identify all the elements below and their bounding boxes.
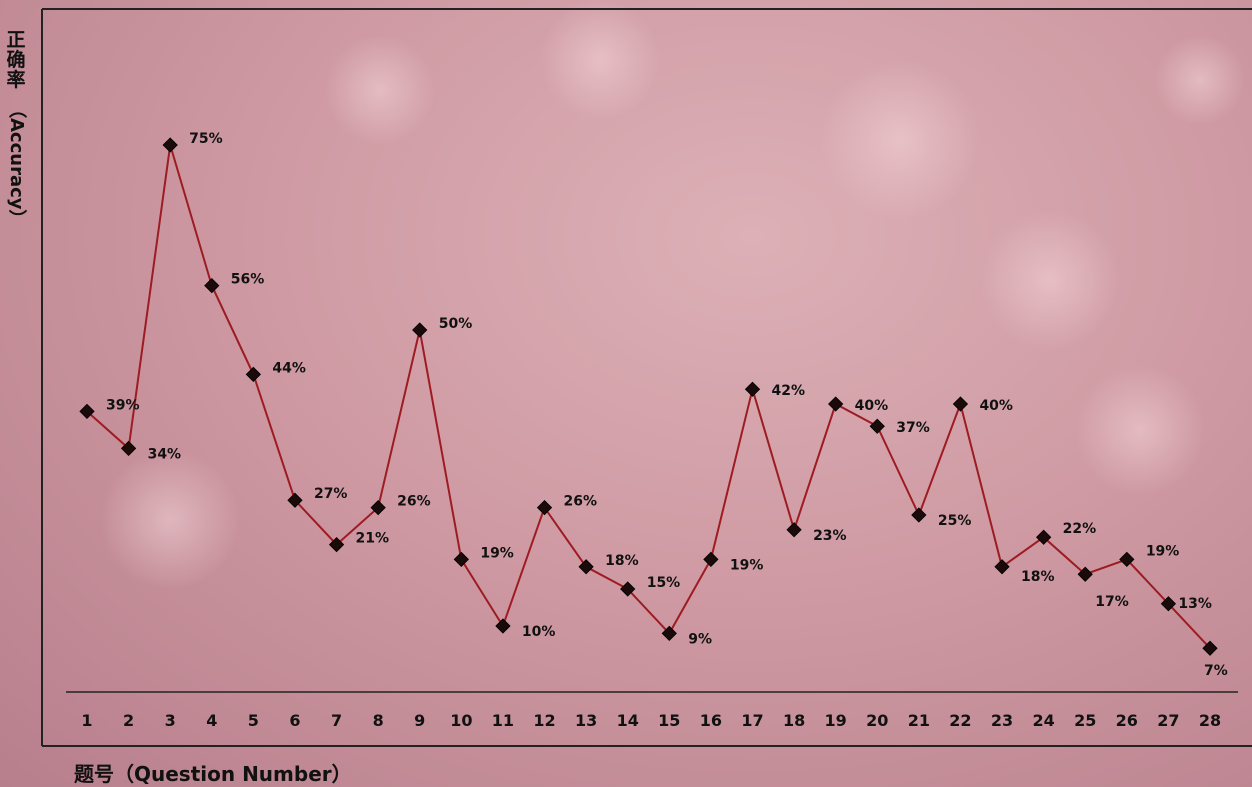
y-axis-char: 率 [6,69,26,91]
data-label: 75% [189,131,223,147]
data-label: 40% [855,398,889,414]
data-label: 19% [1146,543,1180,559]
data-label: 18% [605,553,639,569]
x-tick-label: 14 [617,711,639,730]
data-label: 13% [1178,596,1212,612]
y-axis-title-chinese: 正 确 率 [4,30,28,90]
x-tick-label: 1 [81,711,92,730]
x-tick-label: 20 [866,711,888,730]
data-label: 39% [106,397,140,413]
x-tick-label: 24 [1032,711,1054,730]
data-label: 7% [1204,663,1228,679]
data-point-marker [536,499,553,516]
data-label: 27% [314,486,348,502]
data-point-marker [79,403,95,420]
data-point-marker [952,396,969,412]
data-label: 50% [439,316,473,332]
series-line [86,144,1211,649]
data-point-marker [162,137,178,153]
data-label: 42% [771,383,805,399]
x-tick-label: 17 [741,711,763,730]
data-point-marker [786,522,802,538]
data-label: 25% [938,513,972,529]
series-layer: 39% 34% 75% 56% 44% 27% 21% 26% 50% 19% 10% 26% 18% 1… [79,131,1228,679]
data-point-marker [911,507,927,523]
data-point-marker [994,559,1010,575]
data-label: 56% [231,272,265,288]
x-tick-label: 21 [908,711,930,730]
y-axis-title-english: （Accuracy） [6,100,27,228]
data-label: 37% [896,420,930,436]
x-tick-label: 5 [248,711,259,730]
x-tick-label: 19 [825,711,847,730]
data-point-marker [495,618,511,634]
x-tick-label: 9 [414,711,425,730]
data-label: 21% [356,531,390,547]
data-point-marker [1119,551,1135,568]
data-label: 19% [730,557,764,573]
background-bokeh [100,0,1245,590]
x-tick-label: 4 [206,711,217,730]
data-label: 44% [272,360,306,376]
data-label: 9% [688,631,712,647]
data-point-marker [1160,596,1177,612]
x-tick-label: 7 [331,711,342,730]
x-tick-label: 8 [373,711,384,730]
data-label: 26% [564,494,598,510]
x-tick-label: 3 [165,711,176,730]
data-label: 23% [813,528,847,544]
data-point-marker [120,440,137,457]
data-point-marker [245,366,262,383]
data-point-marker [328,536,345,553]
x-tick-label: 6 [289,711,300,730]
data-point-marker [370,499,386,516]
x-tick-label: 25 [1074,711,1096,730]
chart-frame [41,8,1252,747]
data-label: 15% [647,575,681,591]
data-label: 40% [979,398,1013,414]
x-tick-label: 18 [783,711,805,730]
y-axis-char: 确 [6,49,26,71]
data-point-marker [828,396,844,412]
data-point-marker [620,581,636,597]
data-label: 17% [1095,594,1129,610]
data-point-marker [661,625,677,642]
x-tick-label: 12 [533,711,555,730]
data-label: 10% [522,624,556,640]
x-tick-label: 10 [450,711,472,730]
x-tick-label: 16 [700,711,722,730]
x-tick-label: 2 [123,711,134,730]
x-tick-label: 15 [658,711,680,730]
x-axis-title: 题号（Question Number） [74,762,352,786]
x-tick-label: 11 [492,711,514,730]
data-label: 34% [148,446,182,462]
x-tick-label: 26 [1116,711,1138,730]
x-tick-label: 13 [575,711,597,730]
data-point-marker [287,492,303,508]
data-label: 18% [1021,569,1055,585]
data-point-marker [578,559,594,575]
data-point-marker [453,551,469,568]
x-tick-labels: 1 2 3 4 5 6 7 8 9 10 11 12 13 14 15 16 17 18 19 20 21 22 23 24 2… [81,711,1221,730]
data-point-marker [1202,640,1218,656]
x-tick-label: 23 [991,711,1013,730]
data-point-marker [703,551,719,568]
y-axis-char: 正 [6,29,26,51]
x-tick-label: 27 [1157,711,1179,730]
data-point-marker [744,381,761,397]
x-tick-label: 22 [949,711,971,730]
data-point-marker [869,418,885,434]
data-label: 22% [1063,521,1097,537]
data-label: 19% [480,545,514,561]
data-point-marker [412,322,428,338]
x-tick-label: 28 [1199,711,1221,730]
data-label: 26% [397,494,431,510]
data-point-marker [1077,566,1093,582]
data-point-marker [1035,529,1052,545]
data-point-marker [204,277,220,294]
